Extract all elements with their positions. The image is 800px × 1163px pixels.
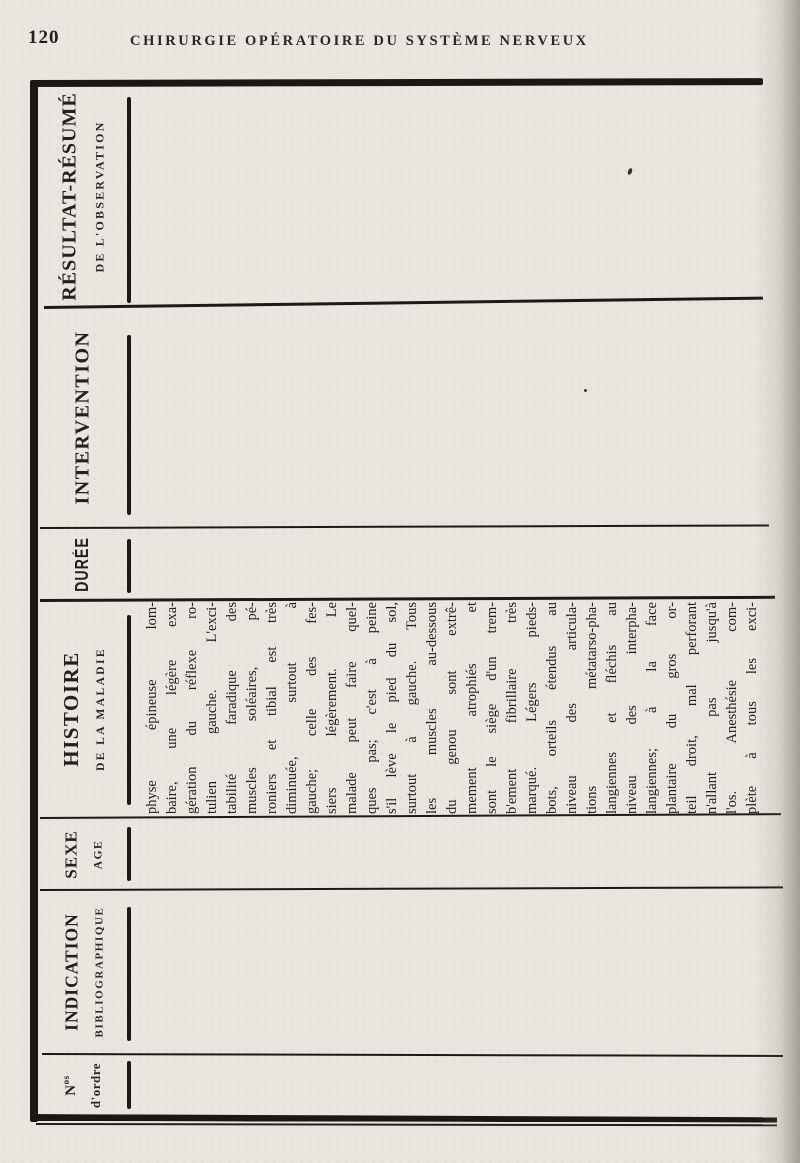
column-header-sublabel: d'ordre <box>88 1062 104 1108</box>
column-header-sublabel: DE LA MALADIE <box>95 647 108 771</box>
observation-table: RÉSULTAT-RÉSUMÉ DE L'OBSERVATION INTERVE… <box>29 78 784 1127</box>
histoire-text-line: plète à tous les exci- <box>744 602 760 814</box>
histoire-text-line: diminuée, surtout à <box>284 602 300 814</box>
histoire-text-line: langiennes et fléchis au <box>604 602 620 814</box>
histoire-text-line: niveau des interpha- <box>624 602 640 814</box>
column-header-label: SEXE <box>61 829 81 879</box>
column-header-label: DURÉE <box>72 536 94 592</box>
header-rule-sexe <box>127 827 131 881</box>
column-header-label: HISTOIRE <box>59 651 84 767</box>
column-header-numero-ordre: Nos d'ordre <box>38 1055 128 1115</box>
row-separator-resultat-intervention <box>43 296 763 309</box>
header-rule-histoire <box>127 615 131 805</box>
header-rule-resultat <box>127 97 131 303</box>
column-header-intervention: INTERVENTION <box>38 308 128 527</box>
histoire-text-line: tions métatarso-pha- <box>584 602 600 814</box>
histoire-text-line: siers légèrement. Le <box>324 602 340 814</box>
page-number: 120 <box>28 27 60 48</box>
histoire-text-line: les muscles au-dessous <box>424 602 440 814</box>
column-header-label: INTERVENTION <box>71 330 94 505</box>
column-header-histoire: HISTOIRE DE LA MALADIE <box>38 601 128 817</box>
histoire-text-line: du genou sont extrê- <box>444 602 460 814</box>
histoire-text-line: gération du réflexe ro- <box>184 602 200 814</box>
table-border-left <box>30 82 38 1122</box>
header-rule-numero <box>127 1061 131 1109</box>
histoire-text-line: physe épineuse lom- <box>144 602 160 814</box>
column-header-resultat-resume: RÉSULTAT-RÉSUMÉ DE L'OBSERVATION <box>38 87 128 306</box>
histoire-text-line: marqué. Légers pieds- <box>524 602 540 814</box>
table-border-bottom-rule <box>35 1123 778 1127</box>
row-separator-sexe-indication <box>39 886 783 891</box>
histoire-text-line: roniers et tibial est très <box>264 602 280 814</box>
header-rule-duree <box>127 539 131 593</box>
histoire-text-line: sont le siège d'un trem- <box>484 602 500 814</box>
column-header-label: INDICATION <box>61 913 81 1031</box>
histoire-text-line: bots, orteils étendus au <box>544 602 560 814</box>
histoire-text-line: l'os. Anesthésie com- <box>724 602 740 814</box>
header-rule-intervention <box>127 335 131 515</box>
histoire-cell: physe épineuse lom-baire, une légère exa… <box>142 602 768 814</box>
running-title: CHIRURGIE OPÉRATOIRE DU SYSTÈME NERVEUX <box>130 33 589 49</box>
column-header-indication-bibliographique: INDICATION BIBLIOGRAPHIQUE <box>38 891 128 1053</box>
table-border-top <box>29 78 764 87</box>
histoire-text-line: muscles soléaires, pé- <box>244 602 260 814</box>
histoire-text-line: niveau des articula- <box>564 602 580 814</box>
table-border-bottom <box>32 1114 777 1123</box>
histoire-text-line: b'ement fibrillaire très <box>504 602 520 814</box>
numero-superscript: os <box>61 1074 72 1084</box>
row-separator-indication-numero <box>41 1053 784 1057</box>
histoire-text-line: langiennes; à la face <box>644 602 660 814</box>
row-separator-histoire-sexe <box>39 813 781 819</box>
histoire-text-line: malade peut faire quel- <box>344 602 360 814</box>
histoire-text-line: tabilité faradique des <box>224 602 240 814</box>
histoire-text-line: n'allant pas jusqu'à <box>704 602 720 814</box>
column-header-sublabel: AGE <box>92 839 105 869</box>
column-header-sexe-age: SEXE AGE <box>38 819 128 889</box>
histoire-text-line: s'il lève le pied du sol, <box>384 602 400 814</box>
histoire-text-line: ques pas; c'est à peine <box>364 602 380 814</box>
column-header-label: RÉSULTAT-RÉSUMÉ <box>58 92 81 301</box>
column-header-sublabel: DE L'OBSERVATION <box>92 120 107 273</box>
histoire-text-line: teil droit, mal perforant <box>684 602 700 814</box>
column-header-sublabel: BIBLIOGRAPHIQUE <box>93 906 105 1038</box>
histoire-text-line: baire, une légère exa- <box>164 602 180 814</box>
column-header-duree: DURÉE <box>38 529 128 599</box>
numero-prefix: N <box>63 1083 80 1096</box>
histoire-text-line: gauche; celle des fes- <box>304 602 320 814</box>
row-separator-intervention-duree <box>39 524 769 529</box>
column-header-label: Nos <box>62 1062 81 1107</box>
histoire-cell-text: physe épineuse lom-baire, une légère exa… <box>142 602 766 814</box>
histoire-text-line: tulien gauche. L'exci- <box>204 602 220 814</box>
histoire-text-line: plantaire du gros or- <box>664 602 680 814</box>
header-rule-indication <box>127 907 131 1041</box>
histoire-text-line: surtout à gauche. Tous <box>404 602 420 814</box>
ink-speck <box>584 389 587 392</box>
histoire-text-line: mement atrophiés et <box>464 602 480 814</box>
